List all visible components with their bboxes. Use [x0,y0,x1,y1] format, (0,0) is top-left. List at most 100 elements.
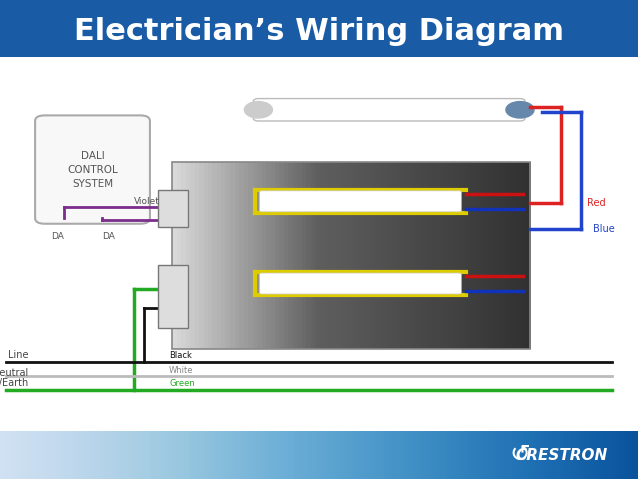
Bar [293,162,299,349]
Bar [498,162,504,349]
Text: DA: DA [51,232,64,241]
Bar [226,162,232,349]
Bar [315,162,321,349]
Text: Neutral: Neutral [0,368,29,378]
Bar [275,162,281,349]
Bar [302,162,308,349]
Bar [172,162,178,349]
Text: DA: DA [102,232,115,241]
Text: Green: Green [169,379,195,388]
Text: Violet: Violet [133,197,160,206]
Bar [262,162,267,349]
Bar [369,162,375,349]
Text: ↺: ↺ [510,443,530,467]
Bar [427,162,433,349]
Bar [342,162,348,349]
Bar [525,162,531,349]
Bar [257,162,263,349]
Bar [284,162,290,349]
Bar [516,162,522,349]
Bar [190,162,196,349]
Bar [320,162,325,349]
Bar [253,162,258,349]
Text: Ground/Earth: Ground/Earth [0,378,29,388]
Bar [351,162,357,349]
Bar [494,162,500,349]
Bar [467,162,473,349]
Bar [378,162,383,349]
Bar [373,162,379,349]
Bar [431,162,437,349]
Bar [521,162,526,349]
FancyBboxPatch shape [260,273,461,294]
Bar [239,162,245,349]
Bar [360,162,366,349]
Bar [400,162,406,349]
Text: Red: Red [587,198,605,208]
Bar [489,162,495,349]
Bar [458,162,464,349]
Bar [440,162,446,349]
Bar [230,162,236,349]
Bar [364,162,370,349]
Circle shape [506,102,534,118]
Bar [396,162,401,349]
FancyBboxPatch shape [253,99,525,121]
Bar [204,162,209,349]
Bar [235,162,241,349]
Bar [454,162,459,349]
Bar [413,162,419,349]
Bar [266,162,272,349]
Bar [181,162,187,349]
Bar [172,162,530,349]
Bar [208,162,214,349]
Bar [449,162,455,349]
FancyBboxPatch shape [35,115,150,224]
FancyBboxPatch shape [260,191,461,212]
Bar [195,162,200,349]
Text: DALI
CONTROL
SYSTEM: DALI CONTROL SYSTEM [67,150,118,189]
Bar [248,162,254,349]
Bar [404,162,410,349]
Bar [418,162,424,349]
Bar [212,162,218,349]
Bar [279,162,285,349]
Bar [271,162,276,349]
Text: Line: Line [8,350,29,360]
Bar [306,162,312,349]
Bar [324,162,330,349]
FancyBboxPatch shape [158,191,188,227]
Bar [463,162,468,349]
Bar [244,162,249,349]
Bar [217,162,223,349]
Text: CRESTRON: CRESTRON [516,447,607,463]
Bar [199,162,205,349]
Bar [297,162,303,349]
Bar [436,162,441,349]
Text: White: White [169,366,193,375]
Bar [503,162,508,349]
Circle shape [244,102,272,118]
Bar [333,162,339,349]
Bar [391,162,397,349]
Bar [476,162,482,349]
Bar [512,162,517,349]
Bar [445,162,450,349]
Bar [186,162,191,349]
Bar [485,162,491,349]
Text: Blue: Blue [593,224,615,234]
Bar [338,162,343,349]
Bar [480,162,486,349]
Bar [177,162,182,349]
Bar [382,162,388,349]
FancyBboxPatch shape [158,265,188,328]
Bar [422,162,428,349]
Bar [409,162,415,349]
Bar [471,162,477,349]
Bar [311,162,316,349]
Text: Black: Black [169,351,192,360]
Bar [288,162,294,349]
Text: Electrician’s Wiring Diagram: Electrician’s Wiring Diagram [74,17,564,46]
Bar [329,162,334,349]
Bar [507,162,513,349]
